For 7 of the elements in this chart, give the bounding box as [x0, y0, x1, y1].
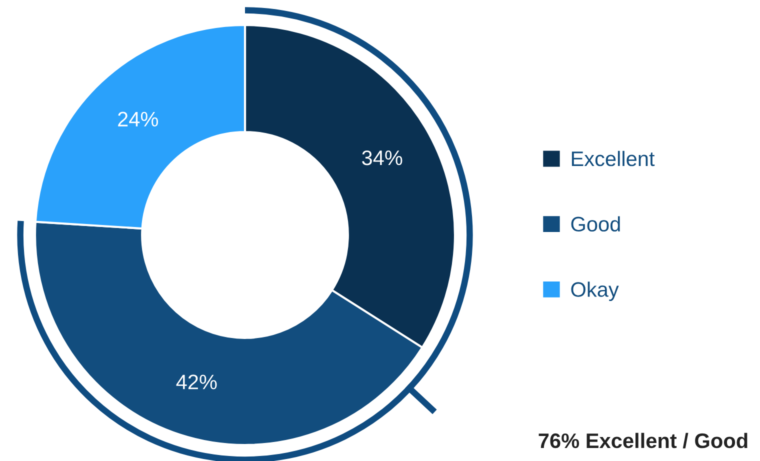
- legend-label: Good: [571, 216, 620, 232]
- text: 76% Excellent / Good: [538, 432, 748, 448]
- data-label: 24%: [118, 112, 158, 126]
- data-label: 42%: [176, 374, 217, 390]
- legend-label: Okay: [571, 282, 619, 302]
- legend-label: Excellent: [572, 150, 655, 166]
- data-label: 34%: [362, 150, 402, 166]
